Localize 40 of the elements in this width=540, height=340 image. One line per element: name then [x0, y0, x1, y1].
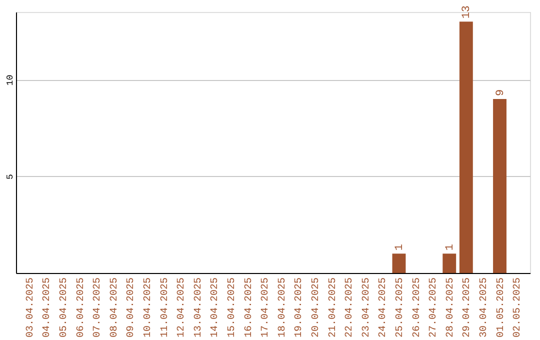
x-tick-label: 20.04.2025: [310, 278, 322, 338]
x-tick-label: 12.04.2025: [176, 278, 188, 338]
x-tick-label: 08.04.2025: [109, 278, 120, 338]
bar: [442, 254, 456, 273]
x-tick-label: 09.04.2025: [126, 278, 138, 338]
data-label: 1: [444, 244, 456, 251]
x-tick-label: 04.04.2025: [42, 278, 54, 338]
x-tick-label: 26.04.2025: [412, 278, 423, 338]
bar: [459, 22, 473, 273]
y-tick-label: 5: [6, 174, 16, 180]
x-tick-label: 14.04.2025: [210, 278, 222, 338]
x-tick-label: 11.04.2025: [160, 278, 171, 338]
x-tick-label: 19.04.2025: [294, 278, 306, 338]
x-tick-label: 13.04.2025: [193, 278, 204, 338]
data-label: 9: [494, 89, 507, 96]
data-label: 1: [394, 244, 406, 251]
x-tick-label: 05.04.2025: [59, 278, 70, 338]
x-tick-label: 16.04.2025: [244, 278, 255, 338]
x-tick-label: 07.04.2025: [92, 278, 104, 338]
bar: [392, 254, 406, 273]
x-tick-label: 28.04.2025: [445, 278, 456, 338]
x-tick-label: 27.04.2025: [428, 278, 440, 338]
bar: [493, 99, 506, 273]
x-tick-label: 25.04.2025: [394, 278, 406, 338]
x-tick-label: 15.04.2025: [227, 278, 238, 338]
x-tick-label: 03.04.2025: [25, 278, 36, 338]
x-tick-label: 22.04.2025: [344, 278, 356, 338]
data-label: 13: [461, 5, 474, 19]
x-tick-label: 06.04.2025: [76, 278, 87, 338]
x-tick-label: 17.04.2025: [260, 278, 272, 338]
x-tick-label: 10.04.2025: [143, 278, 154, 338]
x-tick-label: 23.04.2025: [361, 278, 372, 338]
y-tick-label: 10: [6, 74, 16, 86]
x-tick-label: 02.05.2025: [512, 278, 524, 338]
x-tick-label: 18.04.2025: [277, 278, 288, 338]
x-tick-label: 21.04.2025: [328, 278, 339, 338]
x-tick-label: 29.04.2025: [462, 278, 474, 338]
x-tick-label: 24.04.2025: [378, 278, 390, 338]
x-tick-label: 30.04.2025: [478, 278, 490, 338]
x-tick-label: 01.05.2025: [496, 278, 507, 338]
